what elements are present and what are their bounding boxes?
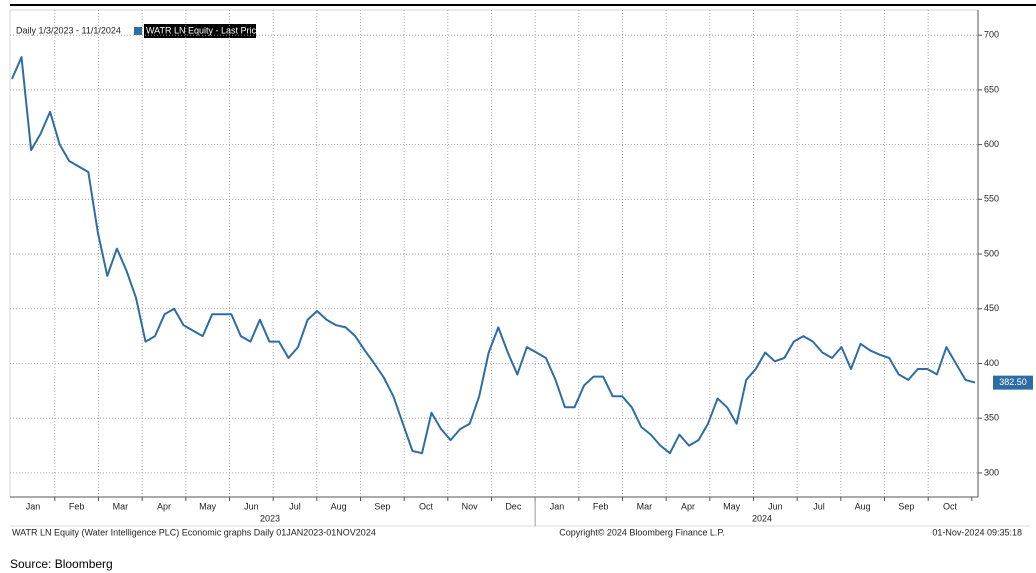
y-tick-label: 300 (984, 467, 999, 477)
x-tick-label: Feb (69, 501, 85, 511)
x-tick-label: Nov (462, 501, 479, 511)
x-tick-label: Jun (244, 501, 259, 511)
x-tick-label: Sep (374, 501, 390, 511)
last-price-label: 382.50 (999, 377, 1027, 387)
y-tick-label: 350 (984, 413, 999, 423)
y-tick-label: 550 (984, 194, 999, 204)
price-line (11, 56, 976, 455)
x-tick-label: Aug (855, 501, 871, 511)
y-tick-label: 450 (984, 303, 999, 313)
x-tick-label: Oct (943, 501, 958, 511)
x-tick-label: May (199, 501, 217, 511)
footer-left: WATR LN Equity (Water Intelligence PLC) … (12, 527, 376, 537)
x-tick-label: Dec (505, 501, 522, 511)
x-tick-label: Jul (289, 501, 301, 511)
x-tick-label: Apr (681, 501, 695, 511)
y-tick-label: 650 (984, 84, 999, 94)
x-tick-label: May (723, 501, 741, 511)
year-label: 2023 (260, 513, 280, 523)
year-label: 2024 (752, 513, 772, 523)
x-tick-label: Aug (331, 501, 347, 511)
x-tick-label: Mar (113, 501, 129, 511)
x-tick-label: Jan (550, 501, 565, 511)
footer-center: Copyright© 2024 Bloomberg Finance L.P. (559, 527, 725, 537)
plot-frame (9, 9, 979, 498)
y-tick-label: 500 (984, 248, 999, 258)
x-tick-label: Jan (26, 501, 41, 511)
footer-right: 01-Nov-2024 09:35:18 (932, 527, 1022, 537)
x-tick-label: Mar (637, 501, 653, 511)
source: Source: Bloomberg (10, 557, 113, 571)
legend-label-bg (144, 24, 256, 38)
x-tick-label: Apr (157, 501, 171, 511)
x-tick-label: Jun (768, 501, 783, 511)
y-tick-label: 400 (984, 358, 999, 368)
x-tick-label: Jul (813, 501, 825, 511)
header: Daily 1/3/2023 - 11/1/2024 (16, 25, 121, 35)
y-tick-label: 600 (984, 139, 999, 149)
legend-label: WATR LN Equity - Last Price (146, 25, 261, 35)
y-tick-label: 700 (984, 30, 999, 40)
x-tick-label: Sep (898, 501, 914, 511)
x-tick-label: Feb (593, 501, 609, 511)
last-price-box (993, 375, 1033, 390)
x-tick-label: Oct (419, 501, 434, 511)
legend-swatch (134, 27, 142, 35)
